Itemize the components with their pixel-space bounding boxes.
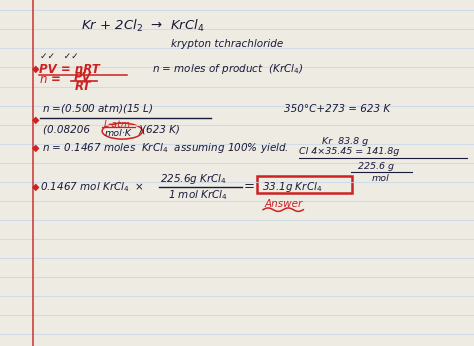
Text: $n$ =(0.500 atm)(15 L): $n$ =(0.500 atm)(15 L) [42, 102, 153, 116]
Text: 0.1467 mol $KrCl_4$  ×: 0.1467 mol $KrCl_4$ × [40, 180, 145, 194]
Text: ✓✓   ✓✓: ✓✓ ✓✓ [40, 52, 79, 61]
Text: ◆: ◆ [32, 64, 40, 74]
Text: (0.08206: (0.08206 [43, 125, 93, 135]
Text: PV: PV [73, 71, 91, 84]
Text: mol: mol [372, 174, 390, 183]
Text: 350°C+273 = 623 K: 350°C+273 = 623 K [284, 104, 391, 114]
Text: 225.6g $KrCl_4$: 225.6g $KrCl_4$ [160, 172, 227, 186]
Text: ◆: ◆ [32, 115, 40, 124]
Text: L·atm: L·atm [103, 120, 130, 129]
Text: 225.6 g: 225.6 g [358, 162, 394, 171]
Text: PV = nRT: PV = nRT [39, 63, 100, 76]
Text: )(623 K): )(623 K) [138, 125, 180, 135]
Text: $n$ = 0.1467 moles  $KrCl_4$  assuming 100% yield.: $n$ = 0.1467 moles $KrCl_4$ assuming 100… [42, 141, 289, 155]
Text: $Kr$ + 2$Cl_2$  →  $KrCl_4$: $Kr$ + 2$Cl_2$ → $KrCl_4$ [81, 18, 204, 34]
Text: Kr  83.8 g: Kr 83.8 g [322, 137, 368, 146]
Text: =: = [244, 180, 255, 193]
Text: ◆: ◆ [32, 182, 40, 192]
Text: 1 mol $KrCl_4$: 1 mol $KrCl_4$ [168, 189, 228, 202]
Text: ◆: ◆ [32, 143, 40, 153]
Text: $n$ =: $n$ = [39, 73, 61, 86]
Text: $n$ = moles of product  ($KrCl_4$): $n$ = moles of product ($KrCl_4$) [152, 62, 303, 76]
Text: 33.1g $KrCl_4$: 33.1g $KrCl_4$ [262, 180, 322, 194]
Text: Answer: Answer [264, 199, 303, 209]
Text: RT: RT [75, 80, 91, 93]
Text: Cl 4×35.45 = 141.8g: Cl 4×35.45 = 141.8g [299, 147, 399, 156]
Text: krypton tchrachloride: krypton tchrachloride [171, 39, 283, 49]
Text: mol·K: mol·K [104, 129, 131, 138]
